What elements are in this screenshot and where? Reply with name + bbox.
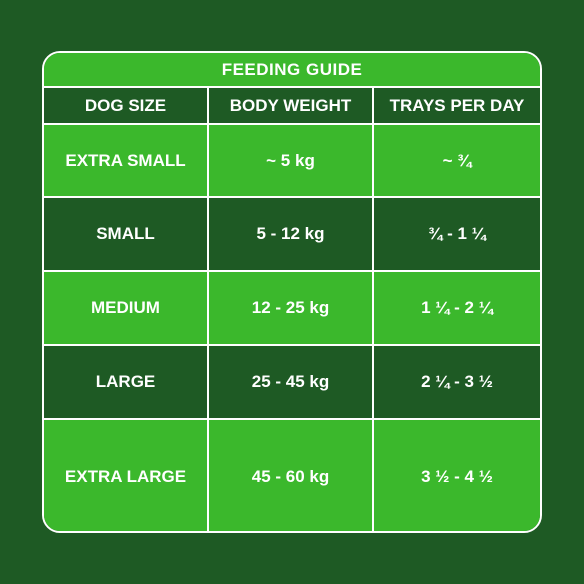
body-weight-cell: 25 - 45 kg (209, 346, 374, 418)
table-row: SMALL 5 - 12 kg ¾ - 1 ¼ (44, 198, 540, 272)
feeding-guide-table: FEEDING GUIDE DOG SIZE BODY WEIGHT TRAYS… (42, 51, 542, 533)
header-row: DOG SIZE BODY WEIGHT TRAYS PER DAY (44, 88, 540, 125)
table-row: MEDIUM 12 - 25 kg 1 ¼ - 2 ¼ (44, 272, 540, 346)
body-weight-cell: 5 - 12 kg (209, 198, 374, 270)
trays-per-day-cell: 1 ¼ - 2 ¼ (421, 298, 493, 317)
body-weight-cell: 45 - 60 kg (209, 420, 374, 531)
table-row: LARGE 25 - 45 kg 2 ¼ - 3 ½ (44, 346, 540, 420)
dog-size-cell: LARGE (44, 346, 209, 418)
table-row: EXTRA SMALL ~ 5 kg ~ ¾ (44, 125, 540, 198)
trays-per-day-cell: ~ ¾ (442, 150, 472, 170)
table-title: FEEDING GUIDE (44, 53, 540, 88)
dog-size-cell: EXTRA SMALL (44, 125, 209, 196)
table-row: EXTRA LARGE 45 - 60 kg 3 ½ - 4 ½ (44, 420, 540, 531)
body-weight-cell: 12 - 25 kg (209, 272, 374, 344)
trays-per-day-cell: 3 ½ - 4 ½ (421, 466, 493, 486)
column-header-dog-size: DOG SIZE (44, 88, 209, 123)
trays-per-day-cell: 2 ¼ - 3 ½ (421, 372, 493, 391)
trays-per-day-cell: ¾ - 1 ¼ (428, 224, 486, 243)
column-header-trays-per-day: TRAYS PER DAY (389, 95, 525, 115)
body-weight-cell: ~ 5 kg (209, 125, 374, 196)
dog-size-cell: SMALL (44, 198, 209, 270)
dog-size-cell: MEDIUM (44, 272, 209, 344)
column-header-body-weight: BODY WEIGHT (209, 88, 374, 123)
dog-size-cell: EXTRA LARGE (44, 420, 209, 531)
